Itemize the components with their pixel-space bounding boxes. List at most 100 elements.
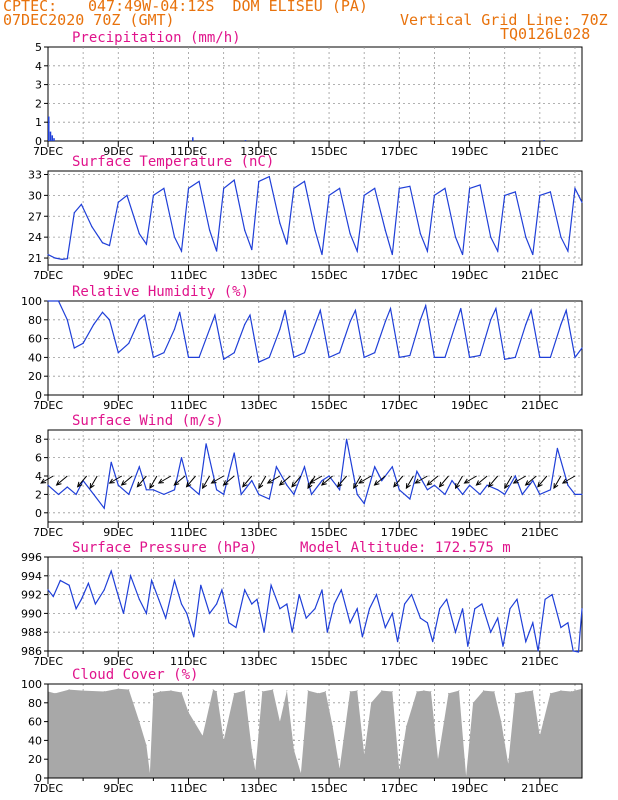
temp-point — [338, 187, 341, 190]
wind-wind-arrow — [393, 475, 404, 488]
precip-ytick-label: 5 — [35, 41, 42, 54]
cloud-point — [145, 744, 147, 746]
wind-point — [240, 493, 242, 495]
temp-point — [258, 180, 260, 183]
pressure-point — [481, 603, 483, 605]
pressure-point — [251, 603, 253, 605]
temp-series-line — [47, 175, 583, 261]
wind-wind-arrow — [504, 475, 513, 490]
wind-point — [504, 493, 506, 495]
temp-point — [419, 233, 421, 235]
rh-point — [128, 342, 130, 344]
wind-point — [152, 489, 154, 491]
wind-point — [173, 489, 176, 491]
precip-xtick-label: 9DEC — [103, 145, 133, 158]
rh-point — [490, 319, 492, 321]
precip-bar — [244, 140, 247, 141]
wind-wind-arrow — [336, 475, 348, 488]
pressure-point — [446, 598, 448, 600]
pressure-point — [286, 603, 288, 605]
rh-point — [398, 356, 400, 358]
rh-point — [198, 356, 200, 358]
pressure-point — [384, 626, 386, 629]
pressure-point — [560, 626, 562, 629]
precip-ytick-label: 3 — [35, 79, 42, 92]
cloud-point — [216, 691, 218, 693]
temp-point — [567, 250, 569, 252]
pressure-ytick-label: 988 — [21, 626, 42, 639]
temp-point — [504, 194, 506, 196]
temp-point — [356, 250, 358, 252]
temp-point — [54, 257, 56, 259]
pressure-point — [581, 608, 583, 610]
rh-point — [284, 309, 286, 311]
pressure-point — [180, 603, 183, 605]
rh-point — [454, 323, 457, 326]
precip-xtick-label: 17DEC — [381, 145, 418, 158]
pressure-ytick-label: 990 — [21, 607, 42, 620]
cloud-point — [430, 691, 432, 693]
rh-point — [384, 321, 386, 323]
pressure-point — [145, 612, 147, 615]
precip-ytick-label: 1 — [35, 116, 42, 129]
temp-point — [73, 212, 75, 214]
wind-point — [138, 466, 140, 468]
rh-point — [433, 356, 436, 358]
rh-point — [319, 309, 321, 311]
pressure-point — [186, 612, 188, 615]
precip-xtick-label: 7DEC — [33, 145, 63, 158]
pressure-point — [537, 650, 539, 652]
temp-point — [398, 187, 400, 190]
wind-wind-arrow — [373, 475, 386, 486]
temp-point — [145, 243, 147, 245]
wind-point — [567, 484, 569, 486]
cloud-point — [325, 691, 327, 693]
pressure-point — [235, 626, 237, 629]
wind-point — [328, 475, 330, 477]
wind-point — [205, 443, 207, 445]
wind-point — [468, 484, 471, 486]
wind-point — [275, 466, 277, 468]
rh-ytick-label: 20 — [28, 370, 42, 383]
rh-point — [258, 361, 260, 363]
wind-point — [581, 493, 583, 495]
cloud-point — [493, 691, 495, 693]
rh-point — [363, 356, 365, 358]
rh-point — [419, 319, 421, 321]
rh-point — [409, 354, 411, 357]
pressure-point — [216, 603, 218, 605]
pressure-point — [314, 608, 316, 610]
rh-point — [268, 356, 270, 358]
wind-wind-arrow — [136, 475, 147, 488]
precip-title: Precipitation (mm/h) — [72, 30, 241, 46]
pressure-point — [572, 650, 574, 652]
rh-point — [389, 307, 392, 310]
rh-xtick-label: 19DEC — [451, 399, 488, 412]
cloud-point — [293, 749, 295, 751]
pressure-point — [439, 608, 441, 610]
temp-point — [532, 253, 534, 256]
pressure-point — [426, 622, 429, 624]
cloud-point — [356, 690, 358, 692]
wind-point — [117, 484, 119, 486]
temp-point — [391, 253, 393, 256]
pressure-point — [103, 589, 105, 591]
precip-bar — [49, 131, 52, 141]
cloud-point — [549, 692, 551, 694]
wind-wind-arrow — [438, 475, 449, 488]
rh-point — [144, 314, 146, 316]
pressure-point — [525, 641, 527, 643]
cloud-point — [363, 754, 365, 755]
rh-xtick-label: 9DEC — [103, 399, 133, 412]
rh-ytick-label: 40 — [28, 351, 42, 364]
cloud-point — [202, 735, 204, 737]
wind-point — [180, 457, 183, 459]
cloud-point — [244, 690, 246, 692]
wind-point — [258, 493, 260, 495]
cloud-point — [68, 689, 70, 691]
header-location: 047:49W-04:12S DOM ELISEU (PA) — [88, 0, 368, 15]
cloud-frame-top — [47, 683, 583, 779]
cloud-point — [212, 689, 214, 691]
temp-point — [374, 187, 376, 190]
